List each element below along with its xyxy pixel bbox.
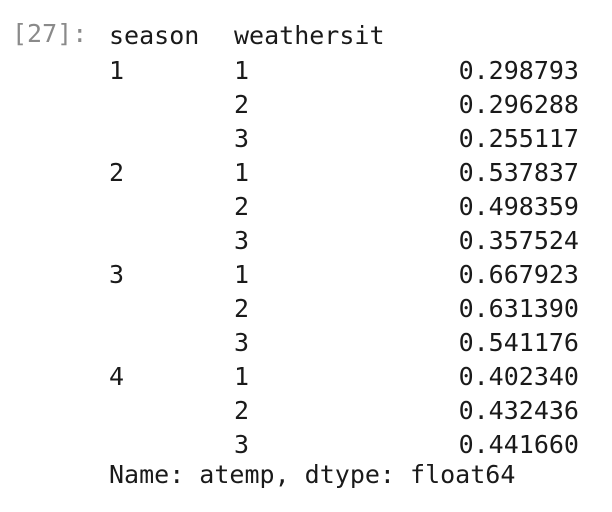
series-value: 0.432436	[458, 396, 579, 425]
season-index-value: 1	[109, 56, 125, 85]
cell-prompt: [27]:	[12, 19, 88, 48]
weathersit-index-value: 2	[234, 90, 250, 119]
series-value: 0.541176	[458, 328, 579, 357]
series-footer: Name: atemp, dtype: float64	[109, 460, 516, 489]
weathersit-index-value: 1	[234, 362, 250, 391]
series-value: 0.667923	[458, 260, 579, 289]
series-value: 0.441660	[458, 430, 579, 459]
weathersit-index-value: 3	[234, 430, 250, 459]
season-index-value: 2	[109, 158, 125, 187]
series-value: 0.357524	[458, 226, 579, 255]
weathersit-index-value: 3	[234, 328, 250, 357]
weathersit-index-value: 2	[234, 192, 250, 221]
series-value: 0.631390	[458, 294, 579, 323]
series-value: 0.498359	[458, 192, 579, 221]
weathersit-index-value: 3	[234, 124, 250, 153]
index-name-weathersit: weathersit	[234, 21, 385, 50]
weathersit-index-value: 3	[234, 226, 250, 255]
weathersit-index-value: 1	[234, 260, 250, 289]
season-index-value: 3	[109, 260, 125, 289]
weathersit-index-value: 2	[234, 396, 250, 425]
series-value: 0.402340	[458, 362, 579, 391]
series-value: 0.296288	[458, 90, 579, 119]
index-name-season: season	[109, 21, 200, 50]
season-index-value: 4	[109, 362, 125, 391]
series-value: 0.298793	[458, 56, 579, 85]
series-value: 0.537837	[458, 158, 579, 187]
weathersit-index-value: 1	[234, 56, 250, 85]
weathersit-index-value: 1	[234, 158, 250, 187]
series-value: 0.255117	[458, 124, 579, 153]
weathersit-index-value: 2	[234, 294, 250, 323]
